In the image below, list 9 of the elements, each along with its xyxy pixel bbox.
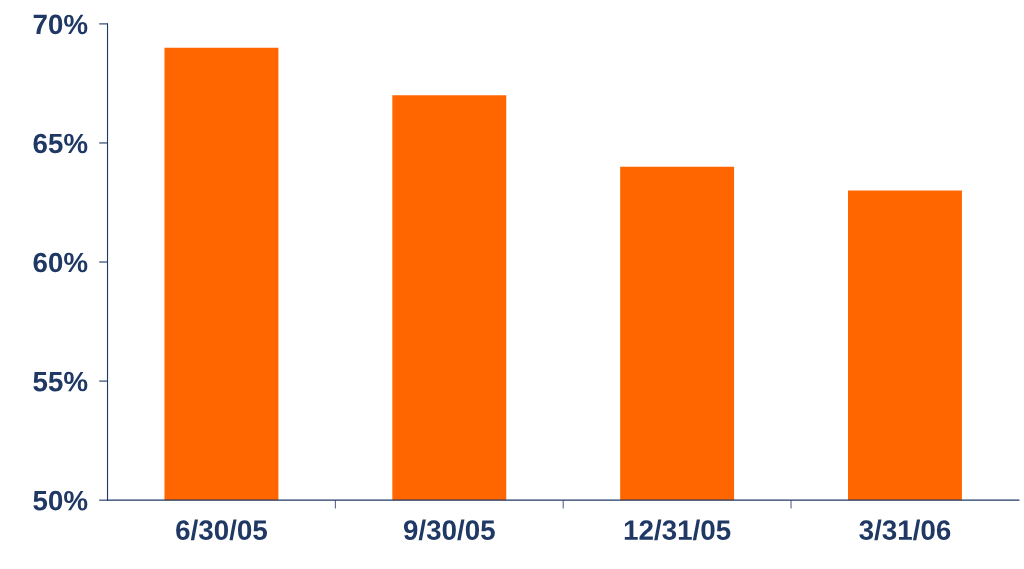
x-tick-label: 9/30/05 (403, 519, 495, 541)
y-tick-label: 60% (33, 252, 88, 273)
x-tick-label: 3/31/06 (859, 519, 951, 541)
y-tick-label: 70% (33, 14, 88, 35)
x-tick-label: 6/30/05 (176, 519, 268, 541)
y-tick-label: 65% (33, 133, 88, 154)
y-tick-label: 55% (33, 371, 88, 392)
x-tick-label: 12/31/05 (624, 519, 731, 541)
y-tick-label: 50% (33, 490, 88, 511)
